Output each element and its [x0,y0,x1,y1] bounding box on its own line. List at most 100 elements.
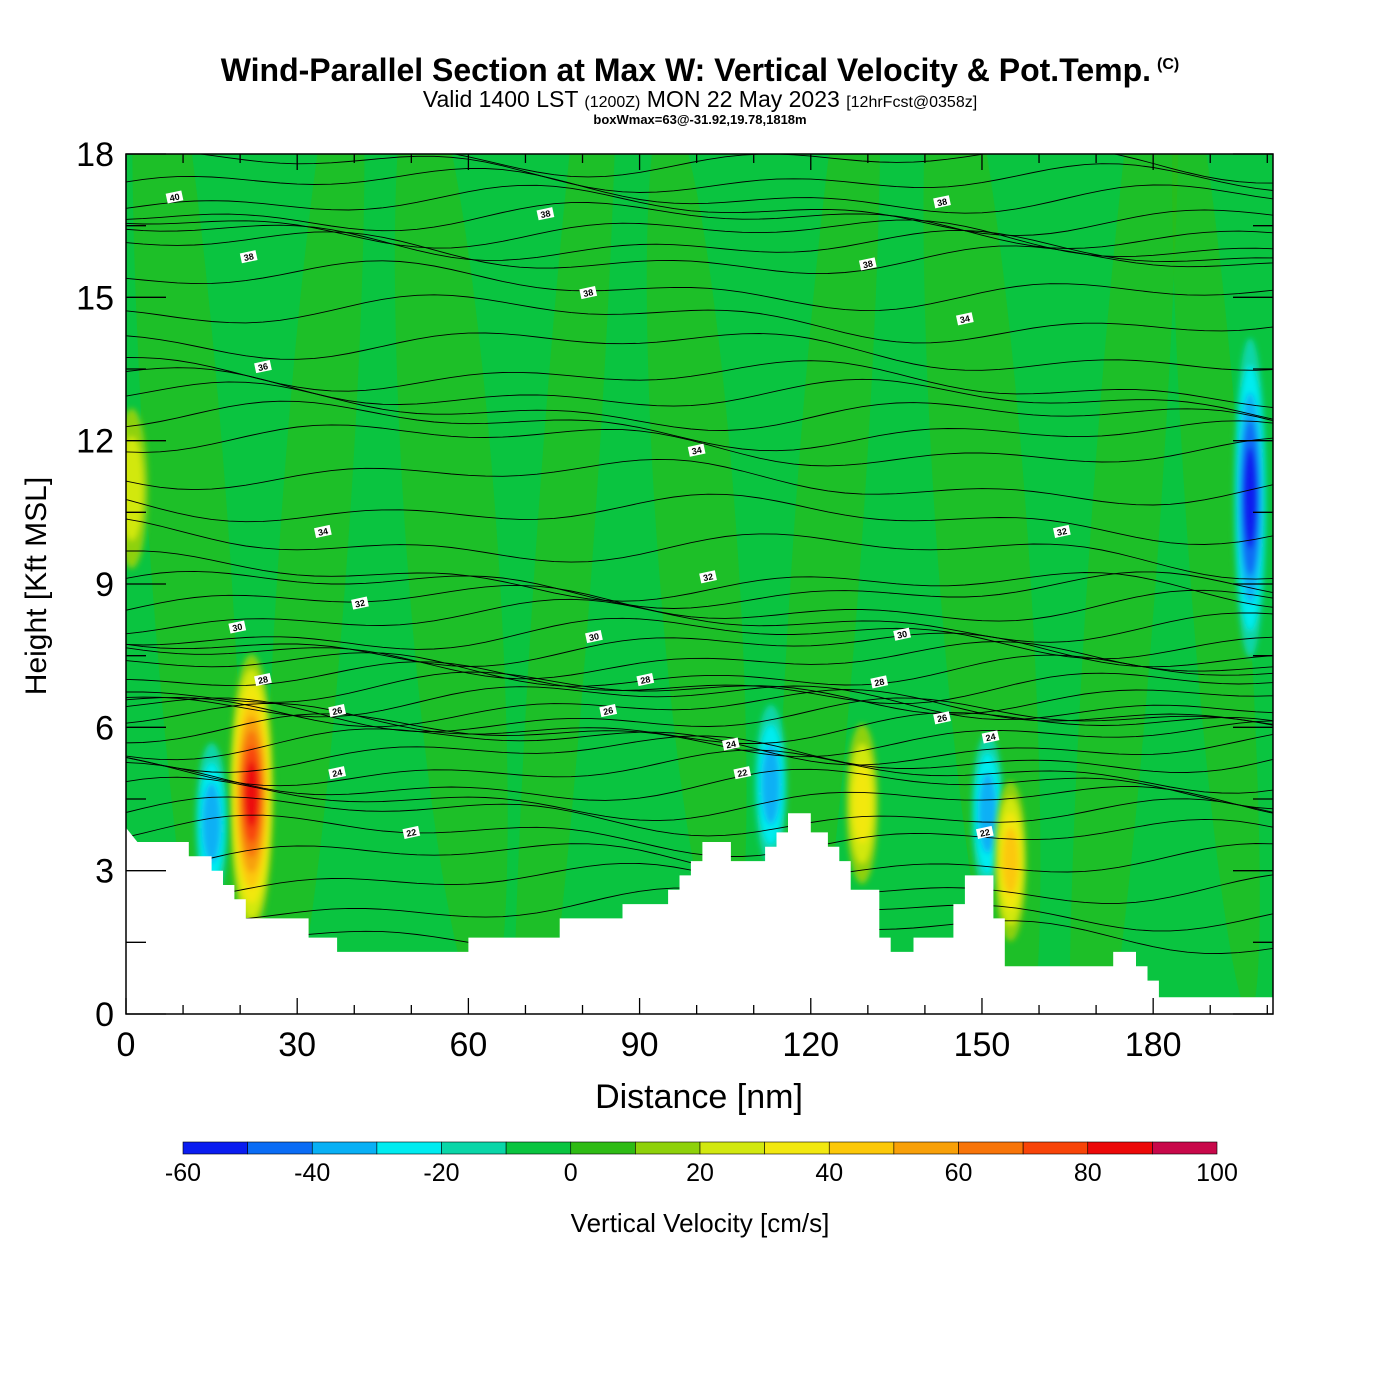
contour-label: 26 [599,704,618,718]
contour-label: 24 [328,766,347,780]
velocity-level [761,744,780,825]
contour-label-box [893,627,911,641]
y-tick-label: 3 [95,853,114,891]
contour-label-box [579,286,598,300]
theta-contour-line [126,617,1273,660]
contour-label: 32 [351,596,369,610]
contour-label-text: 28 [873,677,885,689]
contour-label: 26 [933,711,951,725]
contour-label: 34 [687,443,706,457]
contour-label-box [858,257,877,271]
contour-label-text: 32 [354,598,366,610]
theta-contour-line [126,652,1273,687]
theta-contour-line [126,671,1273,715]
chart-title: Wind-Parallel Section at Max W: Vertical… [220,52,1180,88]
theta-contour-line [126,749,1273,794]
x-tick-label: 60 [449,1026,487,1064]
velocity-cell [126,408,148,569]
colorbar-tick-label: 60 [945,1159,973,1187]
x-tick-label: 90 [621,1026,659,1064]
colorbar-tick-label: -60 [165,1159,201,1187]
contour-label-text: 24 [331,767,343,779]
theta-contour-line [126,689,1273,728]
velocity-cell [994,781,1027,942]
contour-label-box [722,737,740,751]
contour-label-box [636,673,655,687]
texture-streak [1172,154,1260,1013]
contour-label-box [328,766,347,780]
x-tick-label: 30 [278,1026,316,1064]
contour-label-text: 30 [588,631,600,643]
contour-label-box [165,190,184,204]
contour-label-text: 30 [231,622,243,634]
contour-label-box [351,596,369,610]
theta-contour-line [126,814,1273,857]
theta-contour-line [126,713,1273,758]
contour-label: 28 [254,673,272,687]
contour-label-text: 36 [257,361,269,373]
theta-contour-line [126,202,1273,249]
texture-streak [1069,154,1180,1014]
colorbar-tick-label: 80 [1074,1159,1102,1187]
velocity-level [202,782,221,863]
contour-label-text: 38 [243,251,255,263]
zulu-time: (1200Z) [584,94,641,111]
texture-streak [264,154,365,1014]
velocity-cell [754,704,787,865]
colorbar-tick-label: -20 [423,1159,459,1187]
contour-label-text: 38 [862,258,874,270]
contour-label-text: 40 [169,192,181,204]
x-tick-label: 180 [1125,1026,1182,1064]
theta-contour-line [126,184,1273,237]
contour-label: 28 [870,675,889,689]
contour-label: 36 [254,360,272,374]
contour-label-text: 32 [1056,526,1068,538]
contour-label-text: 24 [725,739,737,751]
colorbar-swatch [441,1141,507,1155]
contour-label-text: 34 [691,445,703,457]
theta-contour-line [126,661,1273,705]
contour-label: 38 [579,286,598,300]
copyright-mark: (C) [1157,56,1180,73]
contour-label-text: 24 [985,731,997,743]
velocity-level [852,763,872,844]
theta-contour-line [126,493,1273,545]
forecast-info: [12hrFcst@0358z] [846,94,978,111]
contour-label-box [687,443,706,457]
colorbar-tick-label: 0 [564,1159,578,1187]
colorbar-swatch [893,1141,959,1155]
theta-contour-line [126,518,1273,580]
x-axis-label: Distance [nm] [595,1078,803,1116]
contour-label: 40 [165,190,184,204]
contour-label-text: 26 [602,705,614,717]
contour-label-text: 22 [405,827,417,839]
colorbar-swatch [764,1141,830,1155]
contour-label-text: 30 [896,629,908,641]
texture-streak [646,154,747,966]
y-tick-label: 6 [95,709,114,747]
theta-contour-line [126,219,1273,258]
theta-contour-line [126,224,1273,262]
contour-label: 30 [228,620,247,634]
contour-label-box [328,704,347,718]
y-tick-label: 0 [95,996,114,1034]
colorbar-tick-label: -40 [294,1159,330,1187]
contour-label-box [402,825,421,839]
theta-contour-line [126,332,1273,371]
contour-label-text: 22 [736,767,748,779]
contour-label: 22 [402,825,421,839]
theta-contour-line [196,154,1273,193]
contour-label: 38 [239,250,258,264]
contour-label: 32 [699,570,717,584]
contour-label-box [870,675,889,689]
theta-contour-line [126,762,1273,810]
contour-label: 28 [636,673,655,687]
theta-contour-line [126,703,1273,744]
theta-contour-line [126,458,1273,506]
contour-label-box [955,312,974,326]
theta-contour-line [126,697,1273,733]
theta-contour-line [126,550,1273,608]
colorbar-tick-label: 100 [1196,1159,1238,1187]
